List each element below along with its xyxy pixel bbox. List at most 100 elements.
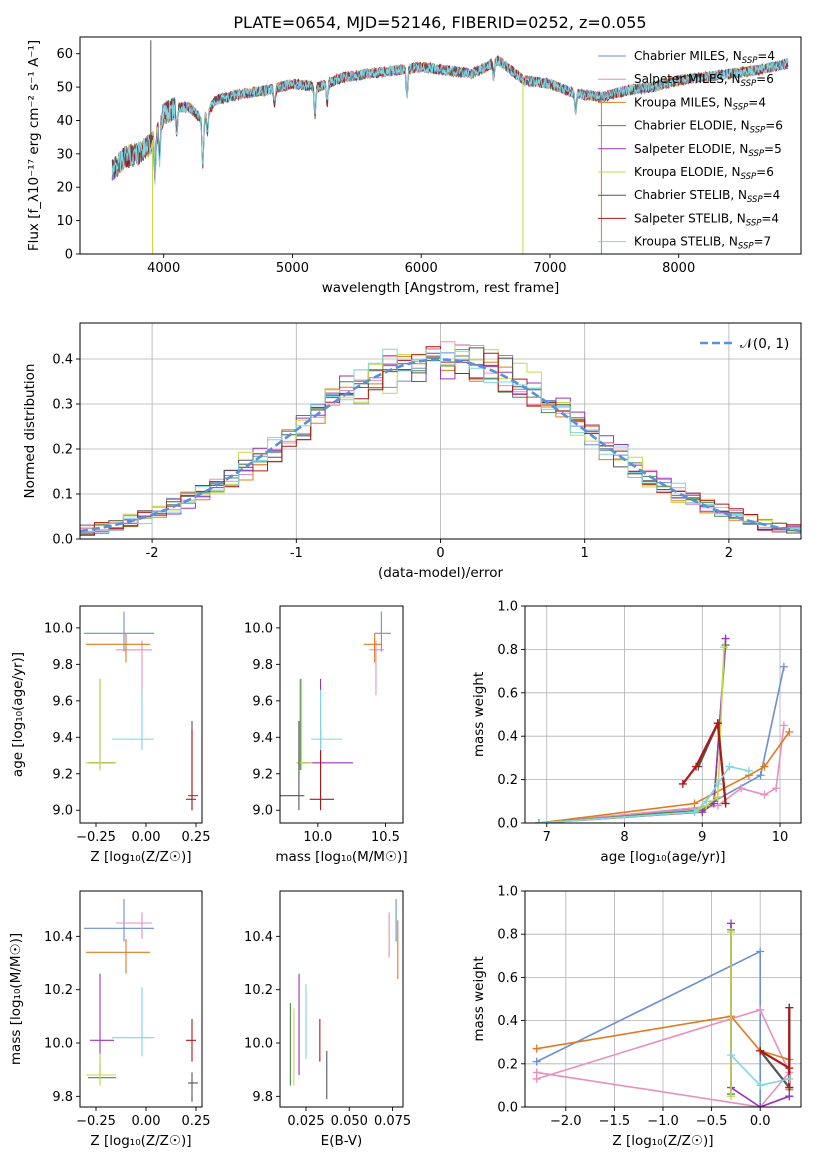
y-tick-label: 10.2: [44, 983, 73, 998]
y-tick-label: 0.8: [497, 643, 518, 658]
x-tick-label: 10.0: [303, 830, 332, 845]
y-tick-label: 9.2: [252, 767, 273, 782]
y-axis-label: mass [log₁₀(M/M☉)]: [8, 933, 24, 1065]
x-axis-label: wavelength [Angstrom, rest frame]: [322, 280, 560, 296]
plot-area: [84, 899, 198, 1102]
y-tick-label: 0: [65, 248, 73, 263]
y-tick-label: 9.8: [252, 1090, 273, 1105]
figure-title: PLATE=0654, MJD=52146, FIBERID=0252, z=0…: [233, 13, 646, 32]
legend-subscript: SSP: [746, 218, 762, 228]
y-tick-label: 10.0: [44, 1037, 73, 1052]
x-tick-label: 8000: [662, 261, 695, 276]
mass-weight-marker: [690, 808, 699, 817]
x-axis-label: age [log₁₀(age/yr)]: [600, 849, 725, 865]
legend-text: Salpeter MILES, N: [634, 72, 741, 86]
x-axis-label: Z [log₁₀(Z/Z☉)]: [612, 1133, 713, 1149]
x-tick-label: -2: [146, 546, 159, 561]
legend-entry: Salpeter MILES, NSSP=6: [634, 72, 774, 89]
plot-area: [534, 634, 794, 823]
legend-text: Kroupa ELODIE, N: [634, 165, 741, 179]
mass-weight-marker: [785, 727, 794, 736]
x-tick-label: 0.00: [132, 1114, 161, 1129]
mass-weight-marker: [737, 784, 746, 793]
mass-weight-vs-metallicity-panel: −2.0 −1.5 −1.0 −0.5 0.0 0.0 0.2 0.4 0.6 0.8 1.0 Z […: [471, 885, 802, 1149]
legend-text: Chabrier STELIB, N: [634, 188, 747, 202]
mass-weight-marker: [532, 1044, 541, 1053]
mass-weight-marker: [785, 1003, 794, 1012]
mass-weight-marker: [534, 819, 543, 823]
y-tick-label: 0.2: [52, 443, 73, 458]
mass-weight-marker: [772, 784, 781, 793]
mass-weight-marker: [756, 1046, 765, 1055]
x-tick-label: −1.0: [647, 1114, 679, 1129]
mass-weight-marker: [756, 1005, 765, 1014]
y-tick-label: 9.2: [52, 767, 73, 782]
legend-entry: Kroupa ELODIE, NSSP=6: [634, 165, 774, 182]
legend-count: =5: [764, 142, 782, 156]
mass-weight-marker: [678, 779, 687, 788]
mass-weight-marker: [721, 634, 730, 643]
plot-area: [111, 40, 789, 254]
legend-subscript: SSP: [738, 242, 754, 252]
legend-entry: Salpeter STELIB, NSSP=4: [634, 211, 779, 228]
mass-weight-marker: [727, 928, 736, 937]
legend-subscript: SSP: [747, 195, 763, 205]
x-tick-label: 1: [581, 546, 589, 561]
y-tick-label: 0.4: [497, 1014, 518, 1029]
residual-legend: 𝒩(0, 1): [700, 336, 789, 352]
y-tick-label: 1.0: [497, 885, 518, 900]
legend-subscript: SSP: [741, 79, 757, 89]
plot-area: [532, 919, 794, 1107]
y-tick-label: 0.6: [497, 686, 518, 701]
x-tick-label: 0.25: [182, 830, 211, 845]
y-tick-label: 1.0: [497, 600, 518, 615]
x-tick-label: −1.5: [599, 1114, 631, 1129]
y-tick-label: 9.8: [52, 1090, 73, 1105]
y-tick-label: 9.4: [52, 731, 73, 746]
x-tick-label: 5000: [276, 261, 309, 276]
legend-subscript: SSP: [733, 102, 749, 112]
x-tick-label: 10: [772, 830, 789, 845]
y-axis-label: age [log₁₀(age/yr)]: [10, 652, 26, 777]
axes-frame: [79, 605, 203, 824]
mass-weight-marker: [532, 1057, 541, 1066]
x-tick-label: −0.25: [76, 1114, 116, 1129]
y-tick-label: 30: [56, 147, 73, 162]
x-axis-label: Z [log₁₀(Z/Z☉)]: [90, 849, 191, 865]
x-tick-label: -1: [290, 546, 303, 561]
y-tick-label: 9.6: [52, 694, 73, 709]
age-vs-metallicity-panel: −0.25 0.00 0.25 9.0 9.2 9.4 9.6 9.8 10.0 Z [log₁₀…: [10, 605, 211, 865]
legend-subscript: SSP: [750, 126, 766, 136]
mass-weight-marker: [785, 1092, 794, 1101]
mass-weight-line: [538, 638, 727, 823]
y-tick-label: 10.0: [244, 621, 273, 636]
legend-entry: Chabrier STELIB, NSSP=4: [634, 188, 780, 205]
legend-count: =4: [757, 49, 775, 63]
axes-frame: [279, 605, 404, 824]
mass-weight-marker: [698, 808, 707, 817]
mass-weight-marker: [702, 797, 711, 806]
y-axis-label: Normed distribution: [22, 364, 38, 499]
mass-weight-marker: [690, 799, 699, 808]
legend-text: Chabrier MILES, N: [634, 49, 742, 63]
mass-weight-marker: [692, 762, 701, 771]
x-tick-label: 0.075: [374, 1114, 411, 1129]
y-tick-label: 50: [56, 81, 73, 96]
x-tick-label: 4000: [147, 261, 180, 276]
grid-lines: [525, 605, 801, 824]
y-axis-label: mass weight: [471, 672, 487, 757]
y-tick-label: 0.4: [52, 353, 73, 368]
mass-weight-line: [759, 1007, 791, 1088]
mass-weight-marker: [756, 771, 765, 780]
legend-entry: Chabrier ELODIE, NSSP=6: [634, 119, 783, 136]
y-tick-label: 0.0: [497, 1101, 518, 1116]
legend-entry: Salpeter ELODIE, NSSP=5: [634, 142, 782, 159]
y-tick-label: 9.8: [52, 658, 73, 673]
x-axis-label: (data-model)/error: [378, 565, 504, 581]
legend-entry: Kroupa STELIB, NSSP=7: [634, 235, 771, 252]
legend-subscript: SSP: [741, 172, 757, 182]
x-tick-label: 6000: [405, 261, 438, 276]
x-tick-label: 0.25: [182, 1114, 211, 1129]
legend-count: =4: [761, 211, 779, 225]
